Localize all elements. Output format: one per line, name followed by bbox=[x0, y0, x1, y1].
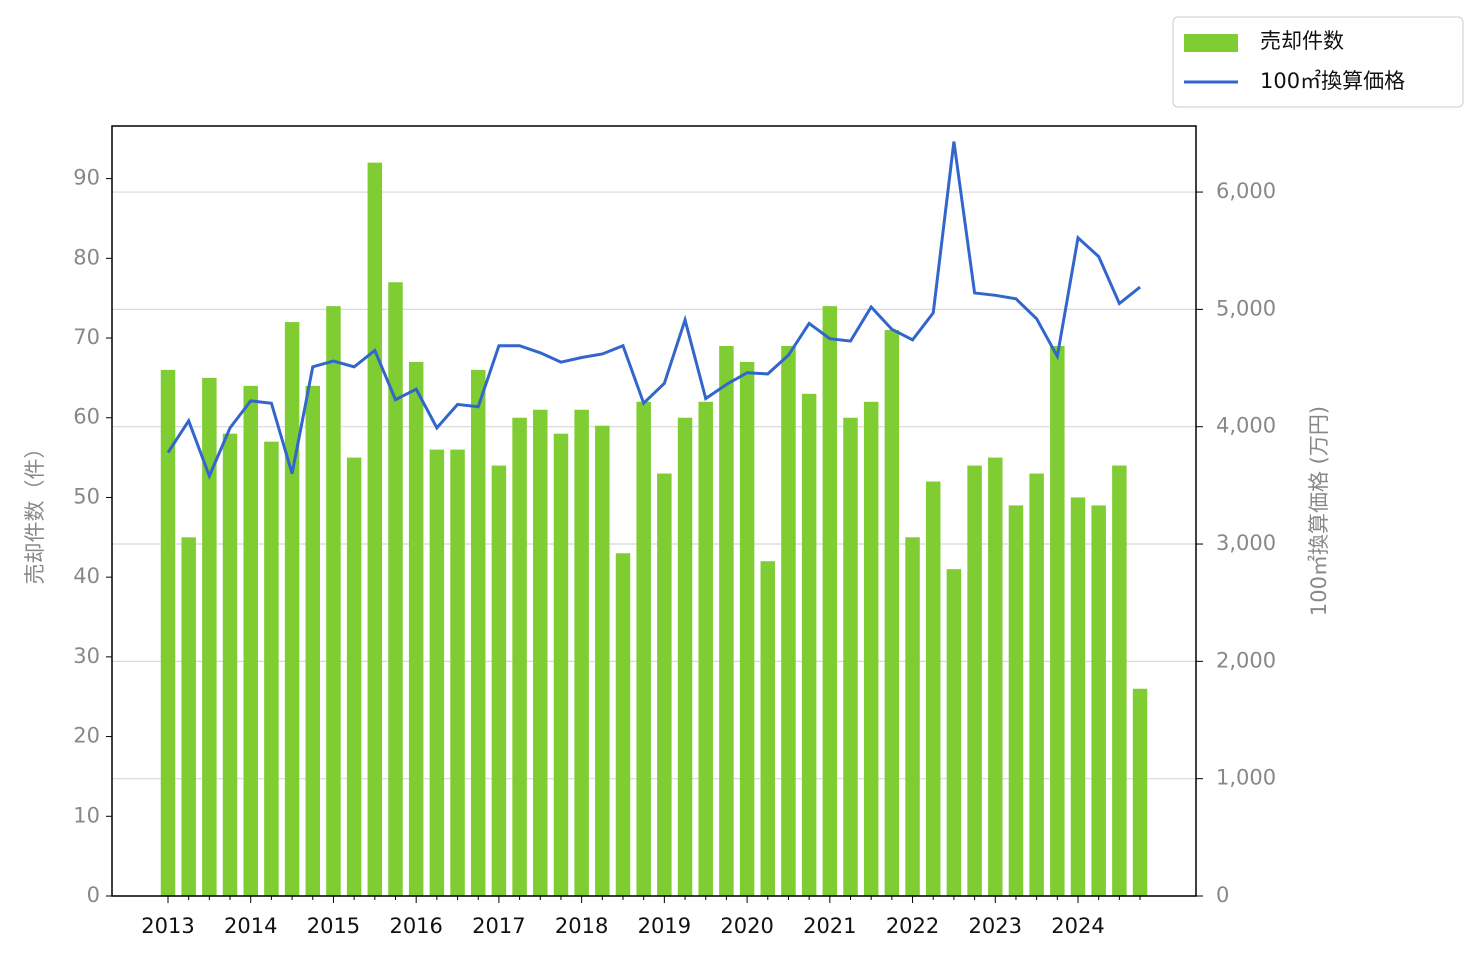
bar bbox=[615, 553, 631, 896]
bar bbox=[801, 393, 817, 896]
bar bbox=[925, 481, 941, 896]
y-tick-label: 70 bbox=[73, 325, 100, 349]
bar bbox=[202, 377, 217, 897]
bar bbox=[719, 346, 734, 896]
bar bbox=[1008, 505, 1024, 896]
y2-tick-label: 2,000 bbox=[1216, 648, 1276, 672]
x-tick-label: 2023 bbox=[969, 914, 1022, 938]
plot-frame bbox=[111, 125, 1197, 897]
y2-tick-label: 5,000 bbox=[1216, 296, 1276, 320]
y-tick-label: 40 bbox=[73, 564, 100, 588]
legend-swatch bbox=[1184, 34, 1238, 52]
bar bbox=[1029, 473, 1044, 896]
bar bbox=[1091, 505, 1106, 896]
x-tick-label: 2017 bbox=[472, 914, 525, 938]
bar bbox=[408, 361, 424, 896]
bar bbox=[388, 282, 403, 896]
bar bbox=[1050, 346, 1065, 896]
x-tick-label: 2022 bbox=[886, 914, 939, 938]
bar bbox=[698, 401, 713, 896]
x-tick-label: 2018 bbox=[555, 914, 608, 938]
bar bbox=[326, 306, 341, 897]
y-tick-label: 90 bbox=[73, 166, 100, 190]
bar bbox=[222, 433, 238, 896]
bar bbox=[595, 425, 610, 896]
bar bbox=[967, 465, 982, 896]
x-tick-label: 2015 bbox=[307, 914, 360, 938]
y2-tick-label: 0 bbox=[1216, 883, 1229, 907]
y-tick-label: 10 bbox=[73, 803, 100, 827]
x-tick-label: 2013 bbox=[141, 914, 194, 938]
bar bbox=[657, 473, 672, 896]
legend-box bbox=[1172, 16, 1464, 108]
y2-tick-label: 1,000 bbox=[1216, 766, 1276, 790]
bar bbox=[822, 306, 838, 897]
x-tick-label: 2021 bbox=[803, 914, 856, 938]
y-tick-label: 60 bbox=[73, 405, 100, 429]
bar bbox=[1132, 688, 1148, 896]
y-tick-label: 20 bbox=[73, 724, 100, 748]
bar bbox=[533, 409, 548, 896]
bar bbox=[512, 417, 527, 896]
x-tick-label: 2014 bbox=[224, 914, 277, 938]
bar bbox=[553, 433, 569, 896]
bar bbox=[346, 457, 362, 896]
bar bbox=[781, 346, 796, 896]
y2-axis-label: 100㎡換算価格 (万円) bbox=[1307, 406, 1331, 616]
x-tick-label: 2019 bbox=[638, 914, 691, 938]
bar bbox=[429, 449, 445, 896]
bar bbox=[677, 417, 693, 896]
bar bbox=[574, 409, 589, 896]
legend-label: 売却件数 bbox=[1260, 29, 1344, 53]
line bbox=[166, 141, 1141, 480]
bar bbox=[160, 369, 176, 896]
bar bbox=[760, 561, 776, 896]
bar bbox=[843, 417, 858, 896]
bar bbox=[636, 401, 651, 896]
bar bbox=[284, 322, 300, 897]
bar bbox=[305, 385, 321, 896]
y-tick-label: 0 bbox=[87, 883, 100, 907]
bar bbox=[264, 441, 279, 896]
bar bbox=[1070, 497, 1086, 896]
legend-label: 100㎡換算価格 bbox=[1260, 69, 1405, 93]
y-tick-label: 80 bbox=[73, 245, 100, 269]
bar bbox=[450, 449, 465, 896]
bar bbox=[739, 361, 755, 896]
x-tick-label: 2020 bbox=[720, 914, 773, 938]
bar bbox=[863, 401, 879, 896]
bar bbox=[470, 369, 486, 896]
x-tick-label: 2024 bbox=[1051, 914, 1104, 938]
bar bbox=[181, 537, 196, 896]
bar bbox=[1112, 465, 1127, 896]
y-tick-label: 30 bbox=[73, 644, 100, 668]
y2-tick-label: 6,000 bbox=[1216, 179, 1276, 203]
bar bbox=[946, 569, 962, 896]
y2-tick-label: 4,000 bbox=[1216, 414, 1276, 438]
y2-tick-label: 3,000 bbox=[1216, 531, 1276, 555]
x-tick-label: 2016 bbox=[389, 914, 442, 938]
bar bbox=[988, 457, 1003, 896]
bar bbox=[905, 537, 920, 896]
bar bbox=[243, 385, 258, 896]
y-axis-label: 売却件数（件） bbox=[23, 438, 47, 585]
y-tick-label: 50 bbox=[73, 484, 100, 508]
bar bbox=[491, 465, 507, 896]
bar bbox=[367, 162, 383, 896]
bar bbox=[884, 330, 900, 896]
